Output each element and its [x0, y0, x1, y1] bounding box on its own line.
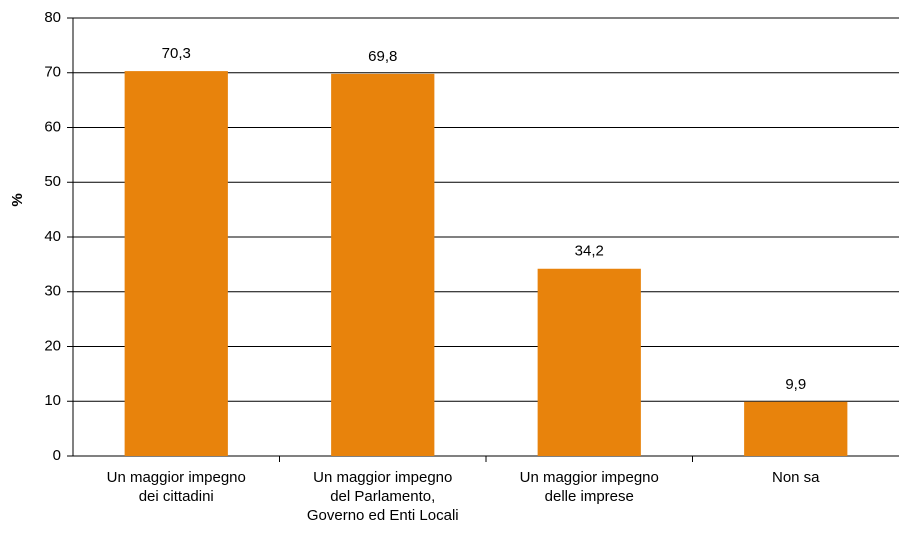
y-tick-label: 10 — [44, 392, 61, 409]
bar — [331, 73, 435, 456]
y-tick-label: 40 — [44, 228, 61, 245]
y-tick-label: 20 — [44, 337, 61, 354]
x-tick-label: Un maggior impegno delle imprese — [519, 469, 659, 505]
bar — [537, 268, 641, 456]
y-tick-label: 30 — [44, 283, 61, 300]
data-label: 34,2 — [575, 243, 604, 260]
x-tick-label: Un maggior impegno del Parlamento, Gover… — [306, 469, 459, 524]
x-tick-label: Un maggior impegno dei cittadini — [106, 469, 246, 505]
y-tick-label: 60 — [44, 118, 61, 135]
data-label: 70,3 — [162, 45, 191, 62]
data-label: 9,9 — [785, 376, 806, 393]
data-label: 69,8 — [368, 48, 397, 65]
y-tick-label: 50 — [44, 173, 61, 190]
x-tick-label: Non sa — [771, 469, 820, 486]
bar — [124, 71, 228, 457]
y-tick-label: 80 — [44, 9, 61, 26]
y-tick-label: 0 — [53, 447, 61, 464]
y-tick-label: 70 — [44, 64, 61, 81]
bar — [744, 401, 848, 456]
y-axis-label: % — [9, 193, 26, 206]
